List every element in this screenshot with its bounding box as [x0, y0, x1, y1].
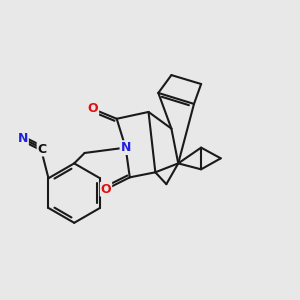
Text: C: C [38, 142, 47, 156]
Text: N: N [18, 132, 28, 145]
Text: O: O [101, 183, 111, 196]
Text: N: N [120, 141, 131, 154]
Text: O: O [88, 103, 98, 116]
